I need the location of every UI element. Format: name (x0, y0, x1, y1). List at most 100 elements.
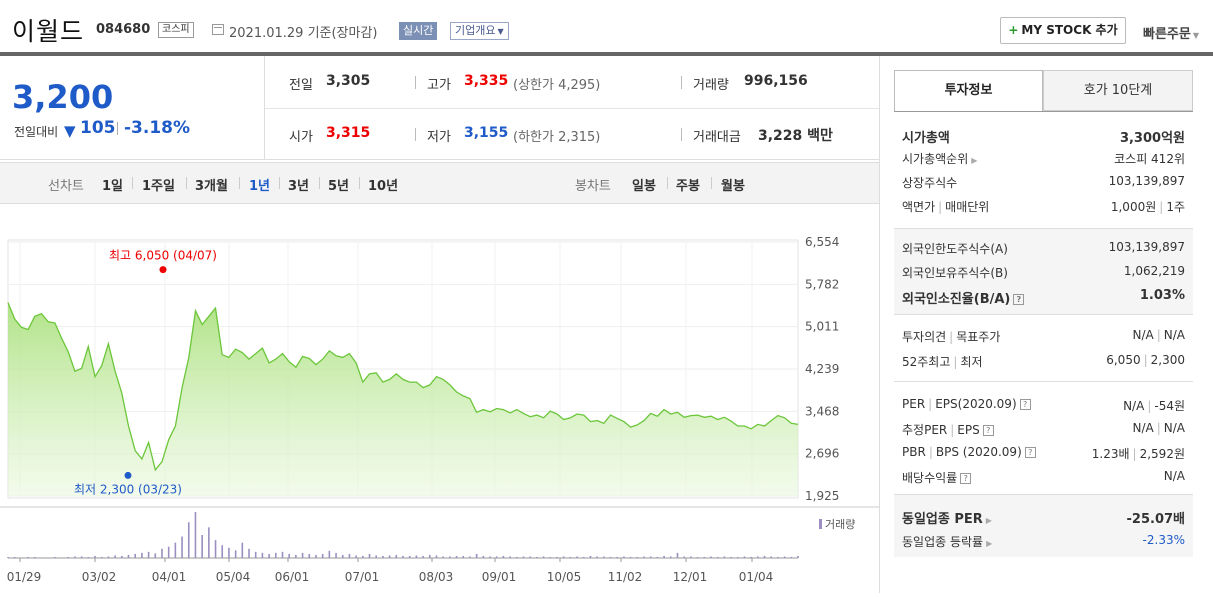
volume-bar (710, 556, 712, 558)
rank-link[interactable]: 시가총액순위 ▶ (902, 150, 977, 167)
est-per-value: N/A (1132, 421, 1154, 435)
volume-bar (33, 556, 36, 558)
pbr-label: PBR (902, 445, 926, 459)
est-per-labels: 추정PER | EPS? (902, 421, 994, 438)
dividend-key: 배당수익률? (902, 469, 972, 486)
period-3y[interactable]: 3년 (288, 179, 310, 194)
industry-change-link[interactable]: 동일업종 등락률 ▶ (902, 533, 992, 550)
period-3m[interactable]: 3개월 (195, 179, 228, 194)
divider (279, 177, 280, 189)
volume-bar (777, 556, 779, 558)
market-cap-section: 시가총액 3,300억원 시가총액순위 ▶ 코스피 412위 상장주식수 103,… (894, 116, 1193, 228)
volume-bar (214, 540, 217, 558)
low-value: 3,155 (464, 125, 509, 141)
help-icon[interactable]: ? (1019, 399, 1031, 410)
chevron-right-icon: ▶ (986, 539, 993, 548)
foreign-rate-label: 외국인소진율(B/A) (902, 292, 1011, 307)
company-name: 이월드 (12, 17, 85, 46)
opinion-row: 투자의견 | 목표주가 N/A | N/A (902, 325, 1185, 347)
chevron-right-icon: ▶ (971, 156, 978, 165)
volume-bar (616, 556, 619, 558)
volume-bar (27, 556, 29, 558)
candle-chart-label: 봉차트 (575, 179, 611, 194)
max-label: 최고 6,050 (04/07) (109, 249, 217, 263)
help-icon[interactable]: ? (1013, 294, 1025, 305)
change-value: 105 (80, 118, 116, 138)
period-10y[interactable]: 10년 (368, 179, 399, 194)
price-chart[interactable]: 6,554 5,782 5,011 4,239 3,468 2,696 1,925 최고 6,… (0, 205, 879, 593)
volume-bar (274, 552, 277, 558)
volume-bar (455, 555, 458, 558)
volume-bar (80, 556, 83, 558)
quote-info: 전일 3,305 고가 3,335 (상한가 4,295) 거래량 996,15… (265, 56, 879, 160)
foreign-section: 외국인한도주식수(A) 103,139,897 외국인보유주식수(B) 1,06… (894, 229, 1193, 314)
help-icon[interactable]: ? (960, 473, 972, 484)
week52-low-value: 2,300 (1150, 353, 1185, 367)
volume-bar (60, 557, 63, 558)
volume-bar (449, 556, 451, 558)
help-icon[interactable]: ? (982, 425, 994, 436)
y-tick-label: 1,925 (805, 489, 839, 503)
period-1w[interactable]: 1주일 (142, 179, 175, 194)
add-mystock-button[interactable]: + MY STOCK 추가 (1000, 17, 1126, 44)
volume-bar (107, 556, 110, 558)
candle-weekly[interactable]: 주봉 (676, 179, 700, 194)
invest-info-panel: 투자정보 호가 10단계 시가총액 3,300억원 시가총액순위 ▶ 코스피 41… (879, 56, 1213, 593)
rank-label: 시가총액순위 (902, 152, 969, 166)
volume-bar (141, 552, 143, 558)
est-eps-label: EPS (957, 423, 980, 437)
tab-order-book[interactable]: 호가 10단계 (1043, 70, 1193, 111)
per-label: PER (902, 397, 926, 411)
volume-bar (683, 556, 685, 558)
volume-bar (495, 556, 498, 558)
volume-bar (161, 548, 163, 558)
industry-per-link[interactable]: 동일업종 PER ▶ (902, 508, 992, 527)
volume-bar (656, 556, 659, 558)
volume-bar (261, 552, 264, 558)
volume-bar (187, 522, 190, 558)
divider (239, 177, 240, 189)
volume-bar (388, 555, 391, 558)
candle-daily[interactable]: 일봉 (632, 179, 656, 194)
volume-bar (47, 557, 49, 558)
divider (319, 177, 320, 189)
volume-bar (663, 555, 665, 558)
par-label: 액면가 (902, 200, 936, 214)
price-box: 3,200 전일대비 ▼ 105 -3.18% (0, 56, 265, 160)
period-1y[interactable]: 1년 (249, 179, 271, 194)
chevron-down-icon: ▼ (1192, 31, 1199, 40)
volume-bar (556, 556, 558, 558)
y-tick-label: 5,011 (805, 320, 839, 334)
period-5y[interactable]: 5년 (328, 179, 350, 194)
low-label: 저가 (427, 130, 451, 145)
x-tick-label: 08/03 (419, 570, 454, 584)
volume-bar (100, 556, 103, 558)
divider: | (949, 330, 954, 344)
volume-bar (248, 548, 250, 558)
prev-label: 전일 (289, 78, 313, 93)
tab-invest-info[interactable]: 투자정보 (894, 70, 1043, 111)
industry-per-row: 동일업종 PER ▶ -25.07배 (902, 505, 1185, 527)
help-icon[interactable]: ? (1024, 447, 1036, 458)
period-1d[interactable]: 1일 (102, 179, 124, 194)
x-tick-label: 06/01 (275, 570, 310, 584)
industry-per-label: 동일업종 PER (902, 512, 983, 527)
quick-order-button[interactable]: 빠른주문 ▼ (1143, 23, 1199, 42)
volume-bar (335, 552, 337, 558)
realtime-button[interactable]: 실시간 (399, 22, 438, 40)
est-per-row: 추정PER | EPS? N/A | N/A (902, 418, 1185, 440)
x-tick-label: 11/02 (608, 570, 643, 584)
volume-bar (341, 554, 344, 558)
corp-info-dropdown[interactable]: 기업개요 ▼ (450, 22, 509, 40)
volume-bar (348, 553, 351, 558)
x-tick-label: 12/01 (673, 570, 708, 584)
chevron-right-icon: ▶ (985, 516, 992, 525)
unit-label: 매매단위 (945, 200, 990, 214)
eps-label: EPS(2020.09) (935, 397, 1017, 411)
candle-monthly[interactable]: 월봉 (721, 179, 745, 194)
open-label: 시가 (289, 130, 313, 145)
upper-limit: (상한가 4,295) (513, 78, 601, 93)
market-cap-value: 3,300억원 (1119, 131, 1185, 146)
divider (711, 177, 712, 189)
divider (132, 177, 133, 189)
